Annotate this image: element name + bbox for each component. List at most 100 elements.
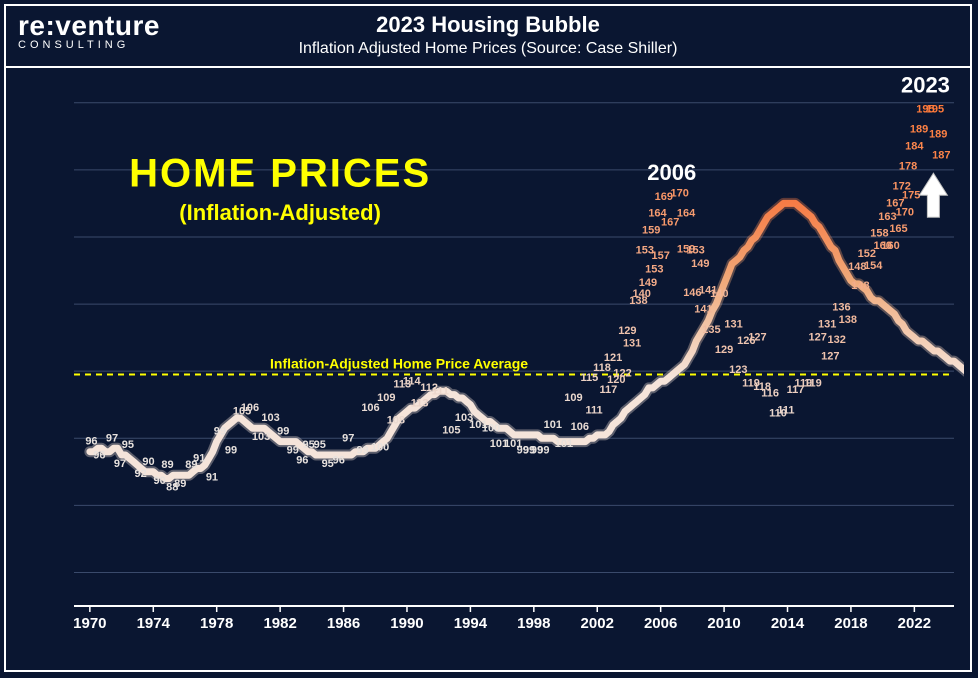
headline-label: HOME PRICES [129,152,431,196]
series-value-label: 122 [613,367,631,379]
series-value-label: 109 [377,392,395,404]
series-value-label: 149 [639,277,657,289]
series-value-label: 189 [910,124,928,136]
chart-frame: re:venture CONSULTING 2023 Housing Bubbl… [4,4,972,672]
series-value-label: 136 [832,301,850,313]
x-tick-label: 2010 [707,615,740,632]
series-value-label: 99 [214,426,226,438]
series-value-label: 101 [555,438,573,450]
series-value-label: 159 [642,224,660,236]
series-value-label: 121 [604,352,622,364]
series-value-label: 103 [261,412,279,424]
series-value-label: 184 [905,140,924,152]
series-value-label: 109 [564,392,582,404]
series-value-label: 123 [729,364,747,376]
series-value-label: 89 [161,459,173,471]
x-tick-label: 1998 [517,615,550,632]
series-value-label: 175 [902,190,920,202]
series-value-label: 165 [889,223,907,235]
series-value-label: 100 [371,441,389,453]
series-value-label: 129 [618,325,636,337]
series-value-label: 97 [106,432,118,444]
series-value-label: 132 [827,334,845,346]
series-value-label: 195 [926,104,944,116]
series-value-label: 96 [85,436,97,448]
average-line-label: Inflation-Adjusted Home Price Average [270,356,528,372]
series-value-label: 97 [114,458,126,470]
logo-line1: re:venture [18,12,160,40]
series-value-label: 111 [432,385,449,397]
series-value-label: 106 [571,421,589,433]
series-value-label: 140 [710,288,728,300]
series-value-label: 138 [839,314,857,326]
series-value-label: 153 [645,263,663,275]
series-value-label: 189 [929,129,947,141]
series-value-label: 129 [715,344,733,356]
x-tick-label: 1994 [454,615,488,632]
series-value-label: 131 [724,318,742,330]
series-value-label: 127 [821,351,839,363]
series-value-label: 91 [193,452,205,464]
series-value-label: 160 [881,240,899,252]
series-value-label: 141 [694,304,712,316]
series-value-label: 187 [932,149,950,161]
headline-sublabel: (Inflation-Adjusted) [179,200,381,225]
series-value-label: 153 [686,244,704,256]
x-tick-label: 1990 [390,615,423,632]
series-value-label: 164 [677,208,696,220]
x-tick-label: 2006 [644,615,677,632]
series-value-label: 105 [442,424,460,436]
series-value-label: 90 [153,475,165,487]
series-value-label: 99 [356,445,368,457]
logo: re:venture CONSULTING [18,12,160,51]
series-value-label: 131 [623,337,641,349]
peak-2006-label: 2006 [647,160,696,185]
series-value-label: 170 [896,206,914,218]
header-divider [6,66,970,68]
series-value-label: 103 [252,431,270,443]
series-value-label: 178 [899,161,917,173]
series-value-label: 111 [586,404,603,416]
arrow-icon [919,173,947,217]
series-value-label: 111 [777,404,794,416]
series-value-label: 108 [387,414,405,426]
series-value-label: 106 [241,402,259,414]
x-tick-label: 1986 [327,615,360,632]
series-value-label: 114 [403,375,422,387]
series-value-label: 100 [482,422,500,434]
x-tick-label: 2002 [581,615,614,632]
series-value-label: 96 [333,455,345,467]
series-value-label: 127 [748,332,766,344]
series-value-label: 158 [870,228,888,240]
series-value-label: 101 [544,419,562,431]
series-value-label: 154 [864,260,883,272]
series-value-label: 149 [691,258,709,270]
series-value-label: 95 [122,439,134,451]
series-value-label: 89 [174,478,186,490]
x-tick-label: 1974 [137,615,171,632]
series-value-label: 95 [314,439,326,451]
series-value-label: 135 [702,324,720,336]
series-value-label: 140 [632,288,650,300]
series-value-label: 96 [93,449,105,461]
series-value-label: 99 [277,426,289,438]
x-tick-label: 2014 [771,615,805,632]
series-value-label: 99 [225,445,237,457]
series-value-label: 131 [818,318,836,330]
x-tick-label: 1970 [73,615,106,632]
series-value-label: 113 [411,398,429,410]
series-value-label: 92 [134,468,146,480]
series-value-label: 90 [142,456,154,468]
chart-plot: 6080100120140160180200197019741978198219… [64,76,964,636]
series-value-label: 157 [651,250,669,262]
logo-line2: CONSULTING [18,40,160,51]
series-value-label: 99 [537,445,549,457]
series-value-label: 148 [851,280,869,292]
series-value-label: 96 [296,455,308,467]
series-value-label: 91 [206,471,218,483]
series-value-label: 119 [804,378,822,390]
x-tick-label: 1982 [263,615,296,632]
peak-2023-label: 2023 [901,76,950,98]
x-tick-label: 2022 [898,615,931,632]
series-value-label: 170 [671,187,689,199]
